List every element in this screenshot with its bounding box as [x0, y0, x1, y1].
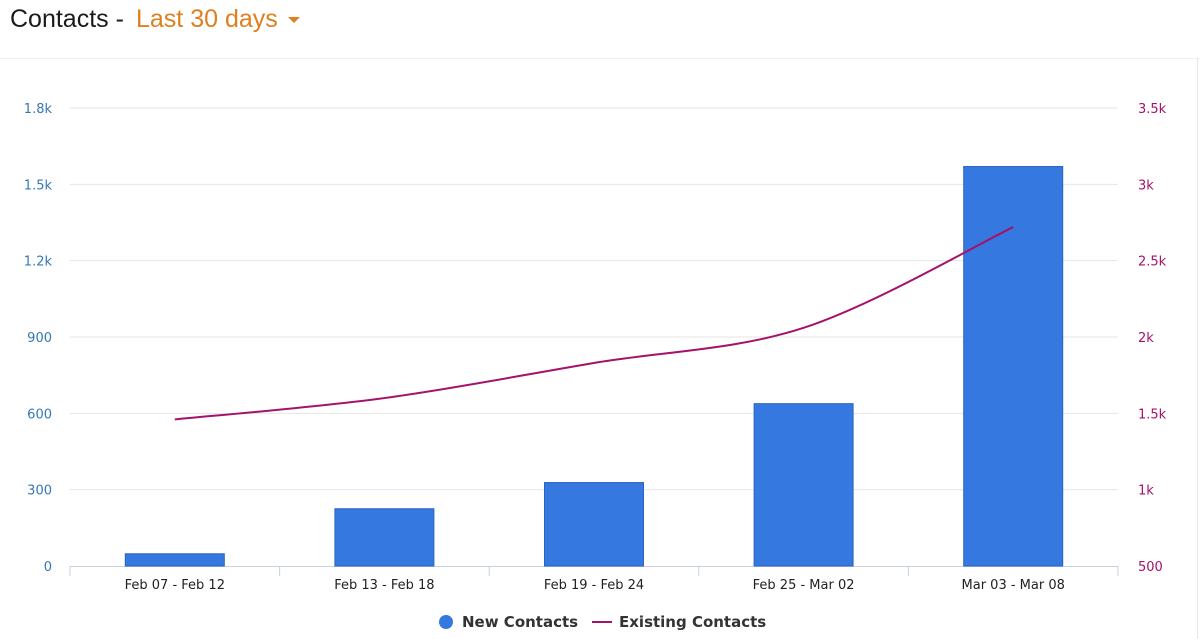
- bar-new-contacts[interactable]: [544, 482, 644, 567]
- x-axis-category-label: Feb 25 - Mar 02: [753, 578, 855, 593]
- left-axis-tick-label: 900: [27, 331, 52, 346]
- x-axis-category-label: Mar 03 - Mar 08: [962, 578, 1065, 593]
- right-axis-tick-label: 2k: [1138, 331, 1154, 346]
- chart-panel: 0 300 600 900 1.2k 1.5k 1.8k 500 1k 1.5k 2k 2.5k 3k 3…: [0, 58, 1200, 639]
- header: Contacts - Last 30 days: [0, 0, 1200, 59]
- panel-divider: [1197, 58, 1198, 639]
- left-axis-tick-label: 600: [27, 407, 52, 422]
- bar-new-contacts[interactable]: [334, 508, 435, 567]
- right-axis-tick-label: 500: [1138, 560, 1163, 575]
- point-existing-contacts[interactable]: [381, 395, 387, 401]
- x-axis-category-label: Feb 13 - Feb 18: [334, 578, 434, 593]
- point-existing-contacts[interactable]: [801, 325, 807, 331]
- page-title: Contacts -: [10, 5, 124, 33]
- left-axis-tick-label: 1.8k: [24, 102, 53, 117]
- bar-new-contacts[interactable]: [753, 403, 854, 567]
- right-axis-tick-label: 1.5k: [1138, 407, 1167, 422]
- x-axis-category-label: Feb 19 - Feb 24: [544, 578, 644, 593]
- left-axis-tick-label: 1.2k: [24, 255, 53, 270]
- legend-existing-contacts-label[interactable]: Existing Contacts: [619, 613, 766, 631]
- right-axis-tick-label: 2.5k: [1138, 255, 1167, 270]
- caret-down-icon: [287, 17, 300, 24]
- bar-new-contacts[interactable]: [124, 553, 225, 567]
- point-existing-contacts[interactable]: [172, 416, 178, 422]
- legend-new-contacts-label[interactable]: New Contacts: [462, 613, 578, 631]
- point-existing-contacts[interactable]: [1010, 224, 1016, 230]
- right-axis-tick-label: 1k: [1138, 484, 1154, 499]
- right-axis-tick-label: 3.5k: [1138, 102, 1167, 117]
- left-axis-tick-label: 300: [27, 484, 52, 499]
- legend-new-contacts-icon: [439, 615, 453, 629]
- left-axis-tick-label: 1.5k: [24, 178, 53, 193]
- date-range-label: Last 30 days: [136, 5, 278, 33]
- right-axis-tick-label: 3k: [1138, 178, 1154, 193]
- line-existing-contacts[interactable]: [174, 226, 1014, 421]
- left-axis-tick-label: 0: [44, 560, 52, 575]
- date-range-dropdown[interactable]: Last 30 days: [136, 5, 300, 34]
- x-axis-category-label: Feb 07 - Feb 12: [125, 578, 225, 593]
- combo-chart: 0 300 600 900 1.2k 1.5k 1.8k 500 1k 1.5k 2k 2.5k 3k 3…: [24, 102, 1167, 631]
- point-existing-contacts[interactable]: [591, 360, 597, 366]
- bar-new-contacts[interactable]: [963, 166, 1064, 567]
